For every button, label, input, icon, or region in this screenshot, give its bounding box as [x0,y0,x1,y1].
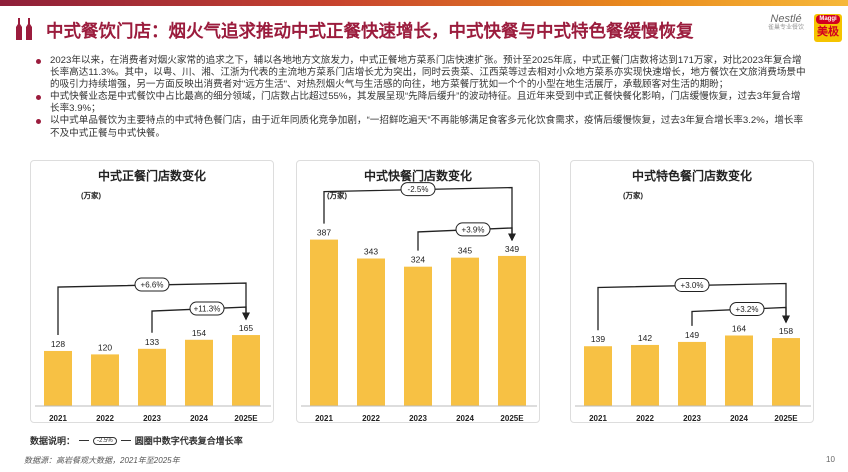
legend-sample-pill: -2.5% [93,436,117,445]
bar-chart: 139 2021 142 2022 149 2023 164 2024 158 2025E +3.0… [575,277,811,423]
cagr-pill [400,182,436,197]
bar [232,335,260,406]
x-tick-label: 2022 [96,414,114,423]
x-tick-label: 2025E [234,414,258,423]
data-label: 324 [411,255,425,265]
bar-chart: 387 2021 343 2022 324 2023 345 2024 349 2025E -2.5… [301,182,537,423]
bar [357,258,385,406]
chart-title: 中式正餐门店数变化 [97,169,206,183]
chart-unit: (万家) [623,191,643,200]
cagr-pill [674,277,710,292]
data-label: 158 [779,326,793,336]
data-label: 387 [317,228,331,238]
bar [310,239,338,406]
nestle-logo: Nestlé 雀巢专业餐饮 [767,13,804,32]
cagr-pill [729,301,765,316]
chart-title: 中式特色餐门店数变化 [631,169,752,183]
data-label: 139 [591,334,605,344]
bar [138,348,166,406]
chart-panel-fast-food: 中式快餐门店数变化 (万家) 387 2021 343 2022 324 2023 345 2… [296,160,540,423]
x-tick-label: 2024 [190,414,208,423]
x-tick-label: 2022 [362,414,380,423]
legend-note: 数据说明： -2.5% 圆圈中数字代表复合增长率 [30,434,243,447]
legend-note-text: 圆圈中数字代表复合增长率 [134,436,243,446]
page-title: 中式餐饮门店：烟火气追求推动中式正餐快速增长，中式快餐与中式特色餐缓慢恢复 [46,21,694,41]
chart-unit: (万家) [327,191,347,200]
data-label: 120 [98,342,112,352]
cagr-label: +3.9% [462,225,485,234]
cagr-label: +11.3% [194,305,221,314]
x-tick-label: 2025E [500,414,524,423]
bullet-item: 中式快餐业态是中式餐饮中占比最高的细分领域，门店数占比超过55%，其发展呈现“先… [36,91,808,115]
data-label: 345 [458,246,472,256]
bar [185,339,213,406]
cagr-pill [455,222,491,237]
data-label: 164 [732,323,746,333]
bar [404,266,432,406]
summary-bullets: 2023年以来，在消费者对烟火家常的追求之下，辅以各地地方文旅发力，中式正餐地方… [36,55,808,140]
cagr-label: +3.2% [736,305,759,314]
chart-panel-formal-dining: 中式正餐门店数变化 (万家) 128 2021 120 2022 133 2023 154 2… [30,160,274,423]
bar [584,346,612,406]
bar [91,354,119,406]
x-tick-label: 2023 [143,414,161,423]
bullet-item: 以中式单品餐饮为主要特点的中式特色餐门店，由于近年同质化竞争加剧，“一招鲜吃遍天… [36,115,808,139]
bullet-item: 2023年以来，在消费者对烟火家常的追求之下，辅以各地地方文旅发力，中式正餐地方… [36,55,808,91]
bar [451,257,479,406]
bar [631,344,659,406]
data-label: 149 [685,330,699,340]
chart-unit: (万家) [81,191,101,200]
bar [44,350,72,406]
top-gradient-bar [0,0,848,6]
x-tick-label: 2021 [49,414,67,423]
chart-title: 中式快餐门店数变化 [363,169,472,183]
bottles-icon [16,18,32,40]
data-label: 154 [192,328,206,338]
legend-note-label: 数据说明： [30,436,76,446]
x-tick-label: 2021 [315,414,333,423]
x-tick-label: 2022 [636,414,654,423]
cagr-label: -2.5% [408,185,429,194]
data-label: 165 [239,323,253,333]
bar-chart: 128 2021 120 2022 133 2023 154 2024 165 2025E +6.6… [35,277,271,423]
data-source: 数据源：高岩餐观大数据，2021年至2025年 [24,456,180,465]
bar [498,255,526,406]
x-tick-label: 2023 [683,414,701,423]
bar [725,335,753,406]
chart-panel-specialty: 中式特色餐门店数变化 (万家) 139 2021 142 2022 149 2023 164… [570,160,814,423]
x-tick-label: 2021 [589,414,607,423]
bar [772,338,800,406]
cagr-label: +6.6% [141,281,164,290]
data-label: 128 [51,339,65,349]
data-label: 349 [505,244,519,254]
cagr-label: +3.0% [681,281,704,290]
x-tick-label: 2023 [409,414,427,423]
x-tick-label: 2024 [730,414,748,423]
cagr-pill [134,277,170,292]
bar [678,341,706,406]
data-label: 133 [145,337,159,347]
data-label: 142 [638,333,652,343]
x-tick-label: 2024 [456,414,474,423]
x-tick-label: 2025E [774,414,798,423]
maggi-logo: Maggi 美极 [814,14,842,42]
data-label: 343 [364,247,378,257]
page-number: 10 [826,455,835,464]
cagr-pill [189,301,225,316]
